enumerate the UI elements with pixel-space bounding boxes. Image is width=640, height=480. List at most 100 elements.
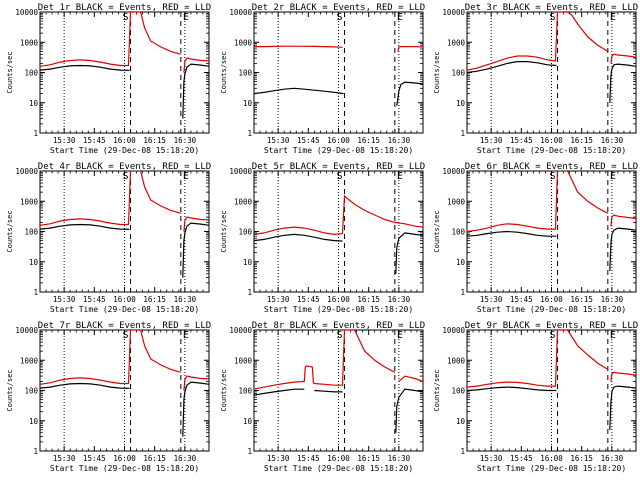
events-series-line bbox=[40, 63, 209, 119]
y-tick-label: 1000 bbox=[447, 197, 466, 206]
x-tick-label: 15:30 bbox=[53, 295, 76, 304]
end-mark-label: E bbox=[183, 330, 189, 341]
x-tick-label: 16:15 bbox=[143, 136, 166, 145]
x-tick-label: 15:30 bbox=[267, 454, 290, 463]
x-tick-label: 15:45 bbox=[83, 136, 106, 145]
panel-title: Det 3r BLACK = Events, RED = LLD bbox=[465, 3, 638, 13]
x-axis-label: Start Time (29-Dec-08 15:18:20) bbox=[477, 305, 626, 314]
y-axis-label: Counts/sec bbox=[6, 51, 14, 93]
x-tick-label: 16:30 bbox=[388, 136, 411, 145]
y-tick-label: 1 bbox=[460, 288, 465, 297]
x-tick-label: 15:30 bbox=[267, 136, 290, 145]
y-tick-label: 1000 bbox=[234, 197, 253, 206]
x-tick-label: 16:00 bbox=[327, 136, 350, 145]
x-axis-label: Start Time (29-Dec-08 15:18:20) bbox=[477, 464, 626, 473]
y-tick-label: 1000 bbox=[447, 38, 466, 47]
y-tick-label: 10000 bbox=[229, 167, 252, 176]
y-axis-label: Counts/sec bbox=[6, 369, 14, 411]
x-tick-label: 16:15 bbox=[570, 136, 593, 145]
x-axis-label: Start Time (29-Dec-08 15:18:20) bbox=[264, 305, 413, 314]
panel-title: Det 5r BLACK = Events, RED = LLD bbox=[252, 162, 425, 172]
x-tick-label: 16:15 bbox=[143, 295, 166, 304]
panel-title: Det 7r BLACK = Events, RED = LLD bbox=[38, 321, 211, 331]
y-tick-label: 100 bbox=[24, 228, 38, 237]
end-mark-label: E bbox=[183, 12, 189, 23]
y-tick-label: 1 bbox=[247, 447, 252, 456]
x-tick-label: 16:15 bbox=[357, 454, 380, 463]
x-tick-label: 15:30 bbox=[480, 136, 503, 145]
lld-series-line bbox=[467, 330, 636, 388]
end-mark-label: E bbox=[397, 12, 403, 23]
end-mark-label: E bbox=[397, 171, 403, 182]
x-tick-label: 16:00 bbox=[113, 136, 136, 145]
start-mark-label: S bbox=[123, 330, 129, 341]
start-mark-label: S bbox=[337, 171, 343, 182]
y-tick-label: 1 bbox=[460, 129, 465, 138]
x-tick-label: 15:45 bbox=[510, 454, 533, 463]
x-tick-label: 15:45 bbox=[510, 136, 533, 145]
panel-title: Det 1r BLACK = Events, RED = LLD bbox=[38, 3, 211, 13]
y-tick-label: 100 bbox=[451, 387, 465, 396]
start-mark-label: S bbox=[337, 330, 343, 341]
lld-series-line bbox=[40, 12, 209, 73]
start-mark-label: S bbox=[550, 171, 556, 182]
lld-series-line bbox=[40, 330, 209, 391]
x-axis-label: Start Time (29-Dec-08 15:18:20) bbox=[264, 146, 413, 155]
lld-series-line bbox=[467, 12, 636, 71]
panel-title: Det 2r BLACK = Events, RED = LLD bbox=[252, 3, 425, 13]
y-axis-label: Counts/sec bbox=[6, 210, 14, 252]
x-axis-label: Start Time (29-Dec-08 15:18:20) bbox=[50, 146, 199, 155]
y-axis-label: Counts/sec bbox=[220, 369, 228, 411]
lld-series-line bbox=[467, 171, 636, 233]
end-mark-label: E bbox=[397, 330, 403, 341]
x-tick-label: 16:30 bbox=[601, 136, 624, 145]
panel-title: Det 6r BLACK = Events, RED = LLD bbox=[465, 162, 638, 172]
lld-series-line bbox=[254, 45, 423, 52]
x-tick-label: 15:30 bbox=[53, 136, 76, 145]
x-axis-label: Start Time (29-Dec-08 15:18:20) bbox=[477, 146, 626, 155]
x-tick-label: 15:30 bbox=[267, 295, 290, 304]
x-tick-label: 16:30 bbox=[174, 136, 197, 145]
y-tick-label: 100 bbox=[24, 69, 38, 78]
y-tick-label: 10000 bbox=[229, 8, 252, 17]
x-tick-label: 15:45 bbox=[83, 295, 106, 304]
x-tick-label: 16:00 bbox=[113, 295, 136, 304]
events-series-line bbox=[467, 61, 636, 103]
x-tick-label: 16:00 bbox=[540, 295, 563, 304]
x-tick-label: 15:45 bbox=[297, 136, 320, 145]
x-axis-label: Start Time (29-Dec-08 15:18:20) bbox=[50, 305, 199, 314]
y-axis-label: Counts/sec bbox=[433, 369, 441, 411]
y-tick-label: 1000 bbox=[20, 356, 39, 365]
end-mark-label: E bbox=[610, 330, 616, 341]
y-tick-label: 10000 bbox=[442, 167, 465, 176]
y-tick-label: 10 bbox=[243, 258, 253, 267]
start-mark-label: S bbox=[550, 330, 556, 341]
lld-series-line bbox=[40, 171, 209, 232]
end-mark-label: E bbox=[183, 171, 189, 182]
x-tick-label: 16:00 bbox=[540, 136, 563, 145]
y-tick-label: 1 bbox=[33, 288, 38, 297]
events-series-line bbox=[254, 81, 423, 106]
x-tick-label: 16:00 bbox=[327, 295, 350, 304]
y-tick-label: 10000 bbox=[442, 8, 465, 17]
y-tick-label: 10 bbox=[456, 258, 466, 267]
x-tick-label: 16:15 bbox=[570, 454, 593, 463]
x-tick-label: 16:30 bbox=[388, 295, 411, 304]
y-tick-label: 10 bbox=[456, 99, 466, 108]
events-series-line bbox=[40, 222, 209, 278]
y-tick-label: 10 bbox=[456, 417, 466, 426]
panel-title: Det 4r BLACK = Events, RED = LLD bbox=[38, 162, 211, 172]
events-series-line bbox=[467, 227, 636, 271]
y-tick-label: 1000 bbox=[20, 197, 39, 206]
start-mark-label: S bbox=[123, 171, 129, 182]
y-tick-label: 10 bbox=[29, 417, 39, 426]
x-axis-label: Start Time (29-Dec-08 15:18:20) bbox=[50, 464, 199, 473]
x-tick-label: 15:45 bbox=[510, 295, 533, 304]
x-tick-label: 16:00 bbox=[113, 454, 136, 463]
x-tick-label: 15:45 bbox=[83, 454, 106, 463]
y-tick-label: 10000 bbox=[15, 8, 38, 17]
